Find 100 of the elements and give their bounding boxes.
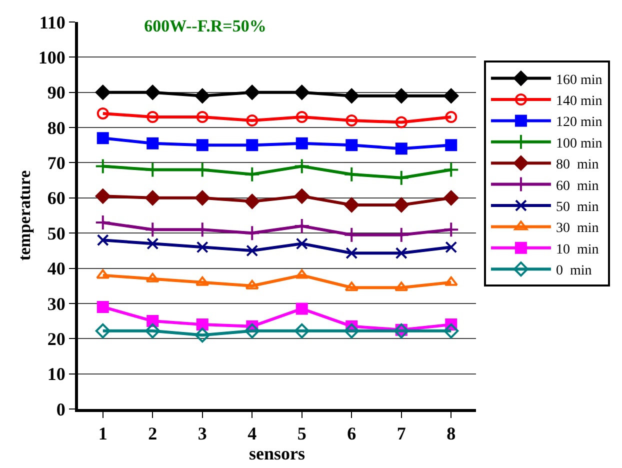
- point: [444, 276, 458, 286]
- legend-label: 80 min: [556, 158, 599, 173]
- point: [294, 158, 310, 174]
- point: [96, 269, 110, 279]
- point: [445, 139, 458, 152]
- point: [95, 84, 110, 100]
- point: [346, 247, 358, 260]
- x-tick-label: 8: [446, 424, 456, 444]
- point: [96, 132, 109, 144]
- point: [395, 116, 408, 128]
- point: [394, 197, 409, 212]
- y-tick-label: 30: [47, 294, 66, 314]
- point: [196, 276, 210, 286]
- point: [344, 88, 360, 104]
- point: [146, 238, 159, 250]
- point: [196, 110, 208, 123]
- y-tick-label: 0: [56, 399, 66, 420]
- chart-title: 600W--F.R=50%: [144, 16, 266, 36]
- point: [444, 323, 459, 338]
- point: [246, 244, 258, 257]
- point: [194, 88, 210, 104]
- point: [146, 315, 159, 328]
- legend-label: 140 min: [556, 94, 602, 109]
- point: [244, 84, 260, 100]
- x-tick-label: 3: [198, 424, 207, 444]
- point: [444, 190, 459, 206]
- legend-label: 30 min: [556, 221, 599, 236]
- x-tick-label: 2: [148, 424, 158, 444]
- y-tick-label: 10: [47, 364, 66, 384]
- point: [344, 166, 360, 182]
- point: [296, 110, 308, 123]
- point: [394, 282, 408, 292]
- point: [194, 328, 210, 343]
- point: [393, 170, 410, 186]
- x-tick-label: 4: [248, 424, 257, 444]
- y-tick-label: 80: [47, 118, 66, 138]
- point: [444, 88, 459, 104]
- point: [146, 137, 159, 150]
- point: [445, 241, 458, 254]
- point: [244, 323, 260, 338]
- point: [196, 241, 208, 254]
- point: [196, 139, 208, 152]
- point: [344, 323, 360, 338]
- point: [246, 114, 258, 127]
- legend-label: 120 min: [556, 115, 602, 130]
- y-tick-label: 90: [47, 82, 66, 103]
- y-tick-label: 100: [38, 47, 66, 68]
- point: [296, 137, 308, 150]
- point: [145, 84, 160, 100]
- point: [94, 214, 111, 231]
- point: [294, 84, 310, 100]
- point: [146, 272, 160, 282]
- y-tick-label: 20: [47, 328, 66, 349]
- point: [395, 247, 408, 260]
- point: [296, 302, 308, 315]
- y-tick-label: 110: [39, 12, 66, 32]
- x-tick-label: 6: [347, 424, 356, 444]
- point: [146, 110, 159, 123]
- point: [246, 139, 258, 152]
- point: [346, 139, 358, 152]
- point: [344, 197, 360, 212]
- y-axis-title: temperature: [14, 170, 34, 261]
- y-tick-label: 70: [47, 153, 66, 174]
- point: [95, 188, 110, 204]
- point: [196, 318, 208, 331]
- point: [94, 158, 111, 174]
- point: [394, 88, 409, 104]
- y-tick-label: 60: [47, 188, 66, 208]
- x-axis-title: sensors: [248, 444, 306, 464]
- legend-label: 50 min: [556, 200, 599, 215]
- point: [145, 190, 160, 206]
- point: [145, 323, 160, 338]
- point: [244, 166, 260, 182]
- point: [296, 238, 308, 250]
- point: [395, 142, 408, 155]
- point: [96, 234, 109, 246]
- point: [295, 269, 309, 279]
- point: [95, 323, 110, 338]
- point: [346, 114, 358, 127]
- y-tick-label: 40: [47, 258, 66, 279]
- legend-label: 160 min: [556, 72, 602, 88]
- legend-label: 0 min: [556, 264, 592, 279]
- x-tick-label: 7: [396, 424, 406, 444]
- legend-label: 10 min: [556, 242, 599, 258]
- point: [344, 282, 358, 292]
- legend-label: 100 min: [556, 136, 602, 152]
- x-tick-label: 1: [98, 424, 108, 444]
- point: [294, 323, 310, 338]
- point: [443, 162, 460, 178]
- point: [244, 225, 260, 242]
- point: [445, 110, 458, 123]
- point: [245, 280, 259, 290]
- point: [96, 300, 109, 313]
- legend-label: 60 min: [556, 178, 599, 194]
- y-tick-label: 50: [47, 223, 66, 244]
- point: [96, 107, 109, 120]
- point: [294, 188, 310, 204]
- point: [194, 190, 210, 206]
- x-tick-label: 5: [297, 424, 306, 444]
- point: [244, 194, 260, 209]
